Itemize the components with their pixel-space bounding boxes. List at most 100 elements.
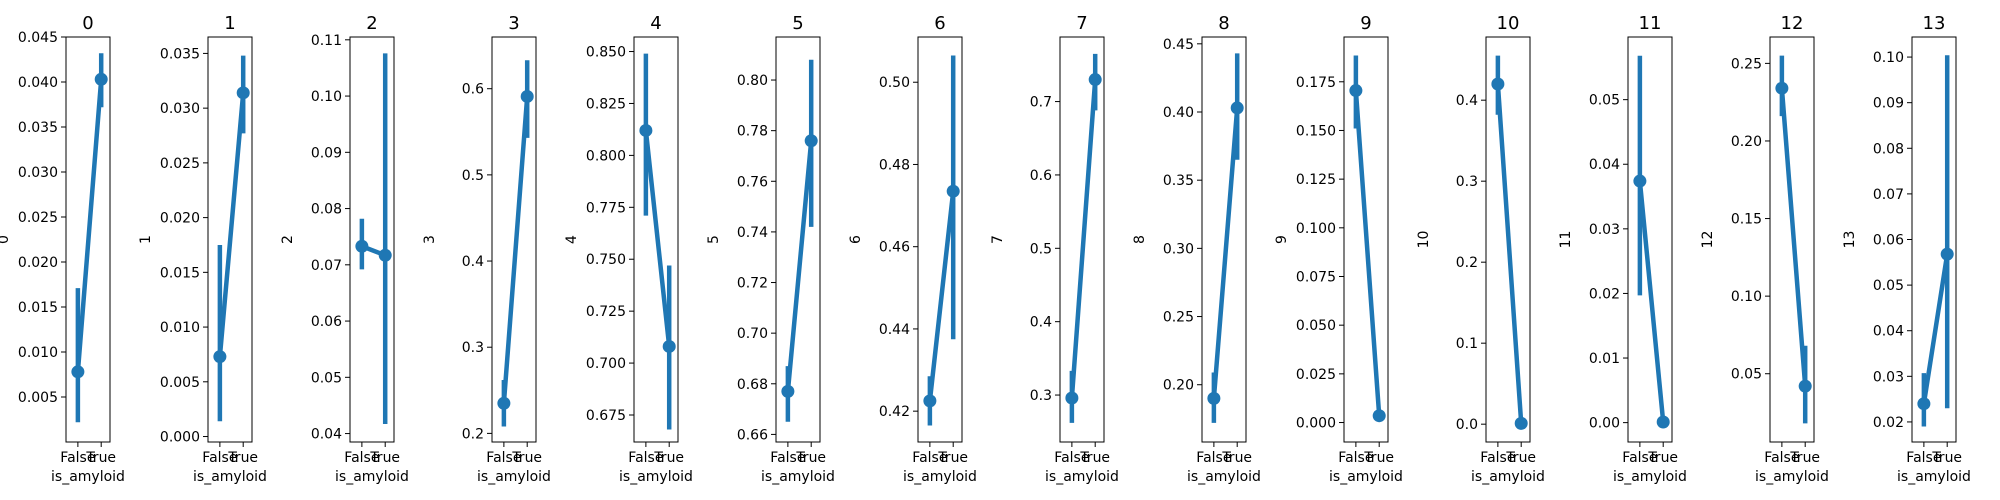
y-axis-label: 9 <box>1274 235 1290 244</box>
x-tick-label: False <box>486 450 521 466</box>
axes-frame <box>917 36 963 443</box>
x-tick-label: True <box>937 450 968 466</box>
y-tick-label: 0.030 <box>18 165 58 181</box>
y-axis-label: 2 <box>280 235 296 244</box>
axes-frame <box>633 36 679 443</box>
series-line <box>1495 81 1524 426</box>
y-tick-label: 0.68 <box>737 377 768 393</box>
x-tick-label: True <box>795 450 826 466</box>
y-tick-label: 0.25 <box>1163 310 1194 326</box>
panel-title: 5 <box>792 13 803 34</box>
y-tick-label: 0.04 <box>311 427 342 443</box>
x-tick-label: True <box>1789 450 1820 466</box>
y-tick-label: 0.2 <box>462 426 484 442</box>
series-line <box>217 90 246 359</box>
y-tick-label: 0.00 <box>1589 416 1620 432</box>
y-axis-label: 4 <box>564 235 580 244</box>
panel-title: 0 <box>82 13 93 34</box>
y-tick-label: 0.800 <box>586 148 626 164</box>
y-tick-label: 0.6 <box>462 82 484 98</box>
y-tick-label: 0.4 <box>462 254 484 270</box>
panel-2: 2 0.04 0.05 0.06 0.07 0.08 0.09 0.10 0.11 FalseTr… <box>280 13 409 485</box>
y-tick-label: 0.66 <box>737 427 768 443</box>
y-tick-label: 0.0 <box>1456 417 1478 433</box>
y-tick-label: 0.01 <box>1589 351 1620 367</box>
data-point <box>639 123 653 137</box>
y-tick-label: 0.10 <box>1731 289 1762 305</box>
y-tick-label: 0.025 <box>1296 367 1336 383</box>
axes-frame <box>775 36 821 443</box>
x-tick-label: False <box>1480 450 1515 466</box>
y-tick-label: 0.06 <box>1873 233 1904 249</box>
y-tick-label: 0.000 <box>1296 416 1336 432</box>
axes-frame <box>1201 36 1247 443</box>
panel-title: 4 <box>650 13 661 34</box>
panel-1: 1 0.000 0.005 0.010 0.015 0.020 0.025 0.030 0.03… <box>138 13 267 485</box>
data-point <box>1491 77 1505 91</box>
y-tick-label: 0.44 <box>879 322 910 338</box>
y-tick-label: 0.30 <box>1163 241 1194 257</box>
y-tick-label: 0.40 <box>1163 105 1194 121</box>
series-line <box>1921 251 1950 406</box>
y-tick-label: 0.45 <box>1163 37 1194 53</box>
y-tick-label: 0.035 <box>160 46 200 62</box>
data-point <box>1775 81 1789 95</box>
panel-title: 1 <box>224 13 235 34</box>
x-axis-label: is_amyloid <box>1329 469 1403 485</box>
x-tick-label: True <box>227 450 258 466</box>
axes-frame <box>65 36 111 443</box>
axes-frame <box>1769 36 1815 443</box>
y-tick-label: 0.025 <box>18 210 58 226</box>
x-axis-label: is_amyloid <box>761 469 835 485</box>
y-tick-label: 0.10 <box>311 89 342 105</box>
y-tick-label: 0.675 <box>586 408 626 424</box>
data-point <box>1798 379 1812 393</box>
data-point <box>662 339 676 353</box>
y-tick-label: 0.6 <box>1030 168 1052 184</box>
panel-title: 7 <box>1076 13 1087 34</box>
x-tick-label: True <box>1647 450 1678 466</box>
y-tick-label: 0.2 <box>1456 255 1478 271</box>
y-tick-label: 0.08 <box>1873 141 1904 157</box>
data-point <box>923 394 937 408</box>
y-tick-label: 0.04 <box>1589 157 1620 173</box>
y-tick-label: 0.09 <box>311 145 342 161</box>
x-tick-label: True <box>1079 450 1110 466</box>
y-tick-label: 0.02 <box>1873 415 1904 431</box>
y-tick-label: 0.76 <box>737 174 768 190</box>
y-tick-label: 0.1 <box>1456 336 1478 352</box>
x-tick-label: True <box>85 450 116 466</box>
y-tick-label: 0.005 <box>160 375 200 391</box>
panel-title: 9 <box>1360 13 1371 34</box>
y-tick-label: 0.175 <box>1296 75 1336 91</box>
data-point <box>71 365 85 379</box>
y-axis-label: 0 <box>0 235 12 244</box>
x-tick-label: False <box>912 450 947 466</box>
panel-4: 4 0.675 0.700 0.725 0.750 0.775 0.800 0.825 0.85… <box>564 13 693 485</box>
data-point <box>213 350 227 364</box>
panel-title: 13 <box>1923 13 1946 34</box>
data-point <box>1230 101 1244 115</box>
y-axis-label: 10 <box>1416 231 1432 249</box>
y-tick-label: 0.06 <box>311 314 342 330</box>
panel-title: 8 <box>1218 13 1229 34</box>
y-tick-label: 0.42 <box>879 404 910 420</box>
y-tick-label: 0.010 <box>160 320 200 336</box>
y-tick-label: 0.015 <box>18 300 58 316</box>
x-axis-label: is_amyloid <box>1045 469 1119 485</box>
x-tick-label: False <box>1196 450 1231 466</box>
y-tick-label: 0.05 <box>1873 278 1904 294</box>
y-tick-label: 0.07 <box>1873 187 1904 203</box>
data-point <box>1207 391 1221 405</box>
axes-frame <box>1627 36 1673 443</box>
data-point <box>497 396 511 410</box>
x-tick-label: False <box>344 450 379 466</box>
series-line <box>927 188 956 404</box>
y-tick-label: 0.50 <box>879 75 910 91</box>
axes-frame <box>207 36 253 443</box>
panel-title: 12 <box>1781 13 1804 34</box>
data-point <box>1940 247 1954 261</box>
y-tick-label: 0.3 <box>1030 388 1052 404</box>
